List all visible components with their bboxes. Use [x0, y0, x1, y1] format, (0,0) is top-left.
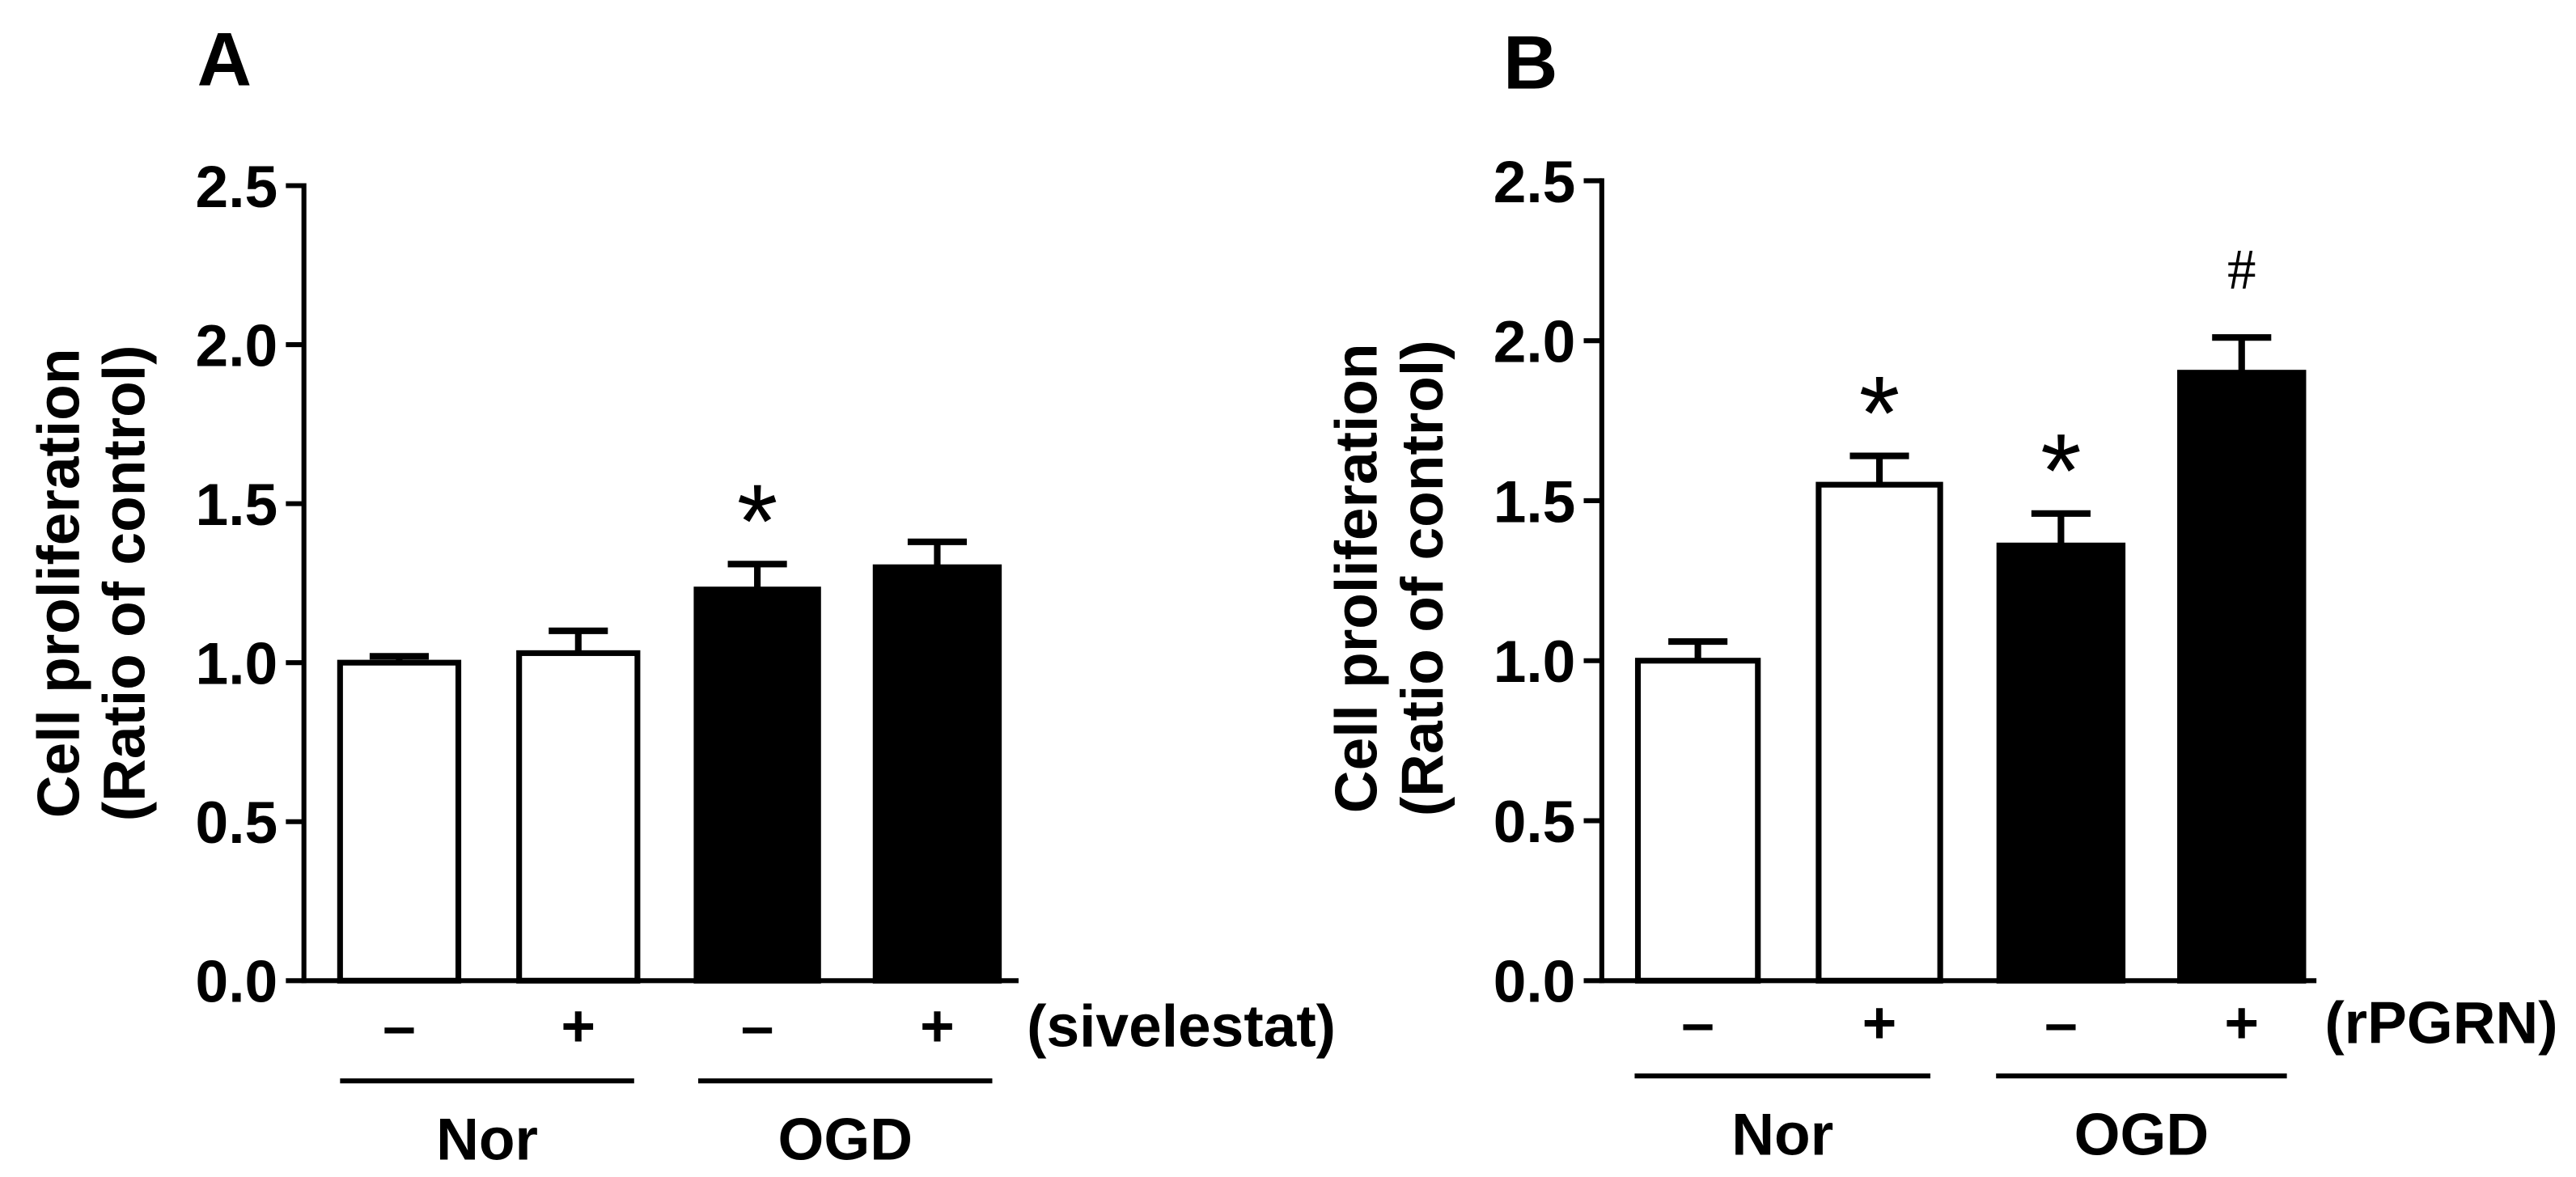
x-tick-label-b-3: –: [2044, 990, 2078, 1056]
y-tick-label-b-2: 1.0: [1493, 629, 1576, 695]
y-axis-label-b-line-1: Cell proliferation: [1324, 343, 1390, 813]
group-label-b-2: OGD: [2074, 1103, 2210, 1168]
y-axis-label-a-line-2: (Ratio of control): [92, 345, 158, 822]
bar-a-2: [516, 650, 641, 984]
panel-b: B Cell proliferation (Ratio of control) 0.0…: [1324, 20, 2558, 1168]
y-tick-label-b-0: 0.0: [1493, 950, 1576, 1015]
significance-asterisk-a-3: *: [737, 462, 778, 580]
significance-hash-b-4: #: [2227, 238, 2256, 301]
significance-asterisk-b-3: *: [2040, 412, 2082, 530]
bar-a-3: [693, 586, 821, 984]
panel-label-b: B: [1503, 20, 1557, 105]
x-tick-label-b-2: +: [1862, 990, 1897, 1056]
y-tick-label-a-0: 0.0: [196, 950, 278, 1015]
bar-b-4: [2177, 370, 2307, 984]
y-tick-label-a-4: 2.0: [196, 313, 278, 379]
panel-label-a: A: [197, 17, 252, 102]
bar-b-2: [1815, 481, 1943, 984]
bar-b-3: [1996, 542, 2126, 984]
group-label-b-1: Nor: [1731, 1103, 1833, 1168]
x-tick-label-b-1: –: [1681, 990, 1714, 1056]
y-axis-label-b-line-2: (Ratio of control): [1390, 340, 1455, 816]
significance-asterisk-b-2: *: [1859, 354, 1900, 472]
y-tick-label-b-4: 2.0: [1493, 310, 1576, 375]
x-tick-label-a-3: –: [741, 994, 774, 1060]
x-tick-label-a-1: –: [383, 994, 416, 1060]
y-tick-label-a-5: 2.5: [196, 155, 278, 220]
x-tick-label-b-4: +: [2224, 990, 2259, 1056]
bar-a-4: [872, 564, 1002, 984]
y-axis-label-a-line-1: Cell proliferation: [26, 349, 91, 819]
treatment-label-a: (sivelestat): [1027, 994, 1336, 1060]
y-tick-label-a-1: 0.5: [196, 790, 278, 856]
group-label-a-2: OGD: [778, 1107, 913, 1173]
x-tick-label-a-2: +: [561, 994, 595, 1060]
y-tick-label-a-2: 1.0: [196, 632, 278, 697]
y-tick-label-a-3: 1.5: [196, 472, 278, 538]
bar-b-1: [1634, 658, 1761, 984]
bar-a-1: [337, 659, 462, 984]
y-tick-label-b-5: 2.5: [1493, 150, 1576, 215]
treatment-label-b: (rPGRN): [2324, 990, 2557, 1056]
panel-a: A Cell proliferation (Ratio of control) 0.0…: [26, 17, 1336, 1173]
y-tick-label-b-3: 1.5: [1493, 469, 1576, 535]
x-tick-label-a-4: +: [920, 994, 955, 1060]
group-label-a-1: Nor: [436, 1107, 538, 1173]
y-tick-label-b-1: 0.5: [1493, 790, 1576, 855]
